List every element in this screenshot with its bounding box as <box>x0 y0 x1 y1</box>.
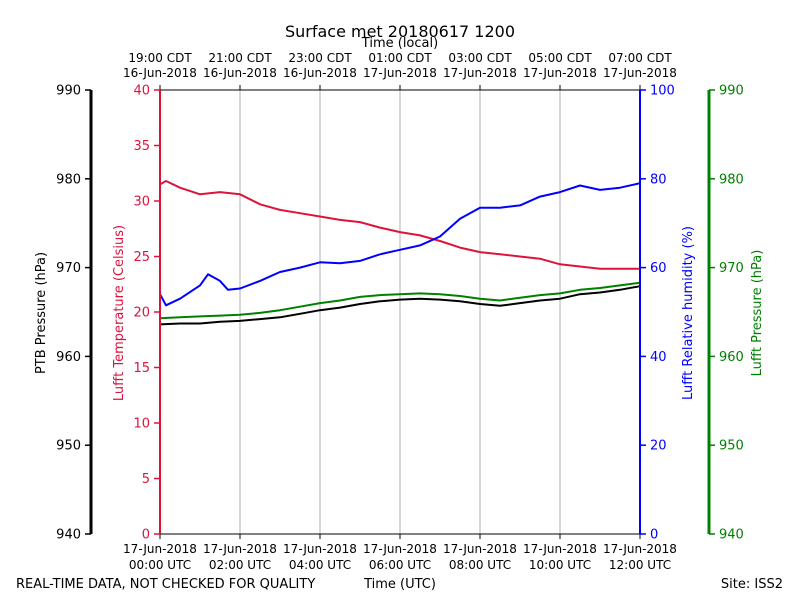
x-tick-label-top-date: 17-Jun-2018 <box>603 66 677 80</box>
humidity-tick-label: 20 <box>650 439 667 454</box>
x-tick-label-top-time: 07:00 CDT <box>608 51 672 65</box>
ptb-pressure-tick-label: 980 <box>56 172 81 187</box>
x-tick-label-bottom-time: 02:00 UTC <box>209 558 271 572</box>
humidity-axis-label: Lufft Relative humidity (%) <box>681 226 696 400</box>
temperature-tick-label: 15 <box>133 361 150 376</box>
x-tick-label-top-date: 17-Jun-2018 <box>443 66 517 80</box>
temperature-tick-label: 35 <box>133 139 150 154</box>
temperature-tick-label: 30 <box>133 195 150 210</box>
temperature-tick-label: 0 <box>142 528 150 543</box>
x-tick-label-bottom-date: 17-Jun-2018 <box>523 542 597 556</box>
humidity-tick-label: 60 <box>650 261 667 276</box>
humidity-tick-label: 80 <box>650 172 667 187</box>
x-tick-label-top-time: 03:00 CDT <box>448 51 512 65</box>
temperature-axis-label: Lufft Temperature (Celsius) <box>112 225 127 401</box>
x-tick-label-bottom-time: 04:00 UTC <box>289 558 351 572</box>
temperature-tick-label: 40 <box>133 84 150 99</box>
ptb-pressure-tick-label: 940 <box>56 528 81 543</box>
x-tick-label-bottom-time: 00:00 UTC <box>129 558 191 572</box>
x-tick-label-bottom-time: 06:00 UTC <box>369 558 431 572</box>
lufft-pressure-tick-label: 970 <box>719 261 744 276</box>
lufft-pressure-axis-label: Lufft Pressure (hPa) <box>750 250 765 377</box>
ptb-pressure-tick-label: 970 <box>56 261 81 276</box>
lufft-pressure-tick-label: 950 <box>719 439 744 454</box>
x-tick-label-top-date: 17-Jun-2018 <box>523 66 597 80</box>
temperature-tick-label: 5 <box>142 472 150 487</box>
temperature-tick-label: 10 <box>133 417 150 432</box>
x-tick-label-bottom-date: 17-Jun-2018 <box>363 542 437 556</box>
x-tick-label-top-time: 19:00 CDT <box>128 51 192 65</box>
grid-lines <box>239 90 561 534</box>
temperature-tick-label: 25 <box>133 250 150 265</box>
site-label: Site: ISS2 <box>721 577 783 592</box>
x-tick-label-bottom-date: 17-Jun-2018 <box>443 542 517 556</box>
axes-group: 17-Jun-2018 00:00 UTC 17-Jun-2018 02:00 UTC… <box>56 51 744 572</box>
x-tick-label-top-time: 01:00 CDT <box>368 51 432 65</box>
chart-title: Surface met 20180617 1200 <box>285 22 515 41</box>
lufft-pressure-tick-label: 940 <box>719 528 744 543</box>
quality-disclaimer: REAL-TIME DATA, NOT CHECKED FOR QUALITY <box>16 577 315 592</box>
x-tick-label-top-time: 23:00 CDT <box>288 51 352 65</box>
x-tick-label-top-time: 21:00 CDT <box>208 51 272 65</box>
x-tick-label-top-date: 16-Jun-2018 <box>283 66 357 80</box>
x-tick-label-top-date: 17-Jun-2018 <box>363 66 437 80</box>
ptb-pressure-tick-label: 960 <box>56 350 81 365</box>
x-tick-label-top-time: 05:00 CDT <box>528 51 592 65</box>
humidity-tick-label: 0 <box>650 528 658 543</box>
x-tick-label-bottom-date: 17-Jun-2018 <box>283 542 357 556</box>
temperature-tick-label: 20 <box>133 306 150 321</box>
x-tick-label-bottom-time: 08:00 UTC <box>449 558 511 572</box>
series-line-ptb-pressure <box>159 285 641 326</box>
series-line-lufft-pressure <box>159 281 641 320</box>
ptb-pressure-tick-label: 950 <box>56 439 81 454</box>
series-line-humidity <box>159 182 641 307</box>
top-axis-label: Time (local) <box>361 36 438 51</box>
ptb-pressure-tick-label: 990 <box>56 84 81 99</box>
x-tick-label-top-date: 16-Jun-2018 <box>123 66 197 80</box>
x-tick-label-bottom-date: 17-Jun-2018 <box>123 542 197 556</box>
lufft-pressure-tick-label: 990 <box>719 84 744 99</box>
lufft-pressure-tick-label: 960 <box>719 350 744 365</box>
humidity-tick-label: 100 <box>650 84 675 99</box>
series-group <box>159 180 641 326</box>
x-tick-label-bottom-date: 17-Jun-2018 <box>603 542 677 556</box>
bottom-axis-label: Time (UTC) <box>363 577 436 592</box>
x-tick-label-bottom-time: 10:00 UTC <box>529 558 591 572</box>
series-line-temperature <box>159 180 641 270</box>
ptb-pressure-axis-label: PTB Pressure (hPa) <box>34 252 49 374</box>
humidity-tick-label: 40 <box>650 350 667 365</box>
x-tick-label-bottom-time: 12:00 UTC <box>609 558 671 572</box>
lufft-pressure-tick-label: 980 <box>719 172 744 187</box>
x-tick-label-top-date: 16-Jun-2018 <box>203 66 277 80</box>
x-tick-label-bottom-date: 17-Jun-2018 <box>203 542 277 556</box>
